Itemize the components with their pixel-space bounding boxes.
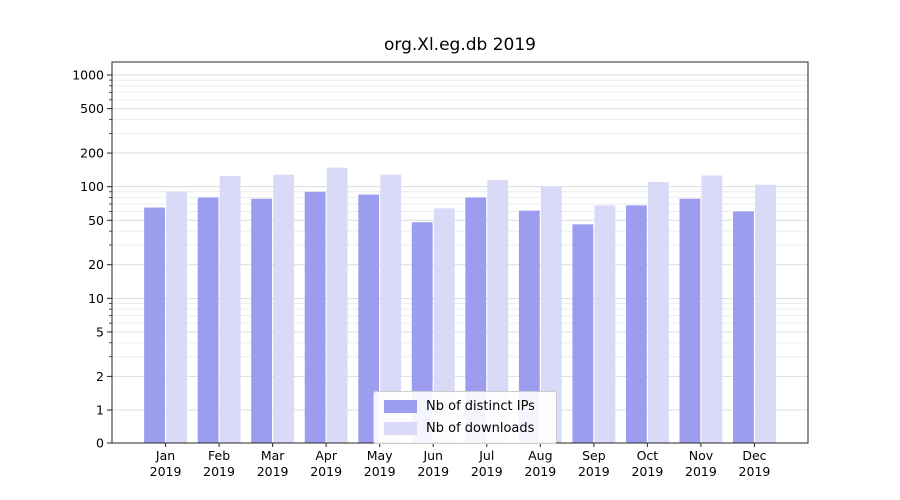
y-tick-label-20: 20: [88, 257, 104, 272]
y-tick-label-200: 200: [80, 146, 104, 161]
bar-downloads-jul: [487, 179, 509, 444]
bar-downloads-dec: [755, 184, 776, 443]
bar-downloads-jun: [433, 208, 455, 443]
x-tick-year-jan: 2019: [150, 464, 182, 479]
bar-distinct-ips-apr: [304, 191, 326, 443]
bar-downloads-jan: [166, 191, 187, 443]
x-tick-year-mar: 2019: [257, 464, 289, 479]
x-tick-label-jul: Jul: [478, 448, 494, 463]
bar-distinct-ips-sep: [572, 224, 594, 443]
y-tick-label-100: 100: [80, 179, 104, 194]
y-tick-label-1: 1: [96, 403, 104, 418]
bar-downloads-sep: [594, 205, 616, 443]
x-tick-year-may: 2019: [364, 464, 396, 479]
x-tick-year-apr: 2019: [310, 464, 342, 479]
bar-distinct-ips-mar: [251, 198, 273, 443]
bar-downloads-oct: [647, 182, 669, 443]
bar-downloads-may: [380, 174, 402, 443]
y-tick-label-10: 10: [88, 291, 104, 306]
x-tick-label-apr: Apr: [315, 448, 337, 463]
y-tick-label-500: 500: [80, 101, 104, 116]
x-tick-label-sep: Sep: [582, 448, 606, 463]
bar-downloads-aug: [540, 186, 562, 443]
legend-label-downloads: Nb of downloads: [426, 421, 535, 436]
legend-item-downloads: Nb of downloads: [384, 421, 546, 436]
bar-downloads-nov: [701, 175, 723, 443]
bar-distinct-ips-may: [358, 194, 380, 443]
bar-distinct-ips-dec: [733, 211, 754, 443]
x-tick-year-jul: 2019: [471, 464, 503, 479]
bar-downloads-feb: [219, 175, 241, 444]
bar-distinct-ips-jun: [411, 222, 433, 443]
x-tick-label-jun: Jun: [422, 448, 443, 463]
y-tick-label-5: 5: [96, 324, 104, 339]
x-tick-year-oct: 2019: [631, 464, 663, 479]
x-tick-label-dec: Dec: [742, 448, 766, 463]
x-tick-label-nov: Nov: [689, 448, 714, 463]
x-tick-label-oct: Oct: [637, 448, 659, 463]
legend-label-distinct-ips: Nb of distinct IPs: [426, 399, 535, 414]
bar-distinct-ips-nov: [679, 198, 701, 443]
bar-distinct-ips-oct: [625, 205, 647, 443]
legend-swatch-downloads: [384, 422, 417, 435]
x-tick-year-sep: 2019: [578, 464, 610, 479]
y-tick-label-50: 50: [88, 213, 104, 228]
bar-distinct-ips-feb: [197, 197, 219, 443]
bar-downloads-apr: [326, 167, 348, 443]
x-tick-year-feb: 2019: [203, 464, 235, 479]
legend: Nb of distinct IPs Nb of downloads: [373, 391, 557, 444]
x-tick-year-aug: 2019: [524, 464, 556, 479]
bar-downloads-mar: [273, 174, 295, 443]
y-tick-label-1000: 1000: [72, 68, 104, 83]
y-tick-label-0: 0: [96, 436, 104, 451]
bar-distinct-ips-jul: [465, 197, 487, 443]
bar-distinct-ips-aug: [518, 210, 540, 443]
legend-swatch-distinct-ips: [384, 400, 417, 413]
x-tick-label-mar: Mar: [261, 448, 285, 463]
x-tick-year-nov: 2019: [685, 464, 717, 479]
x-tick-label-may: May: [367, 448, 393, 463]
chart-title: org.Xl.eg.db 2019: [384, 35, 536, 55]
bar-distinct-ips-jan: [144, 207, 165, 443]
x-tick-year-dec: 2019: [739, 464, 771, 479]
x-tick-label-jan: Jan: [155, 448, 175, 463]
legend-item-distinct-ips: Nb of distinct IPs: [384, 399, 546, 414]
x-tick-label-feb: Feb: [208, 448, 230, 463]
x-tick-year-jun: 2019: [417, 464, 449, 479]
x-tick-label-aug: Aug: [528, 448, 552, 463]
y-tick-label-2: 2: [96, 369, 104, 384]
